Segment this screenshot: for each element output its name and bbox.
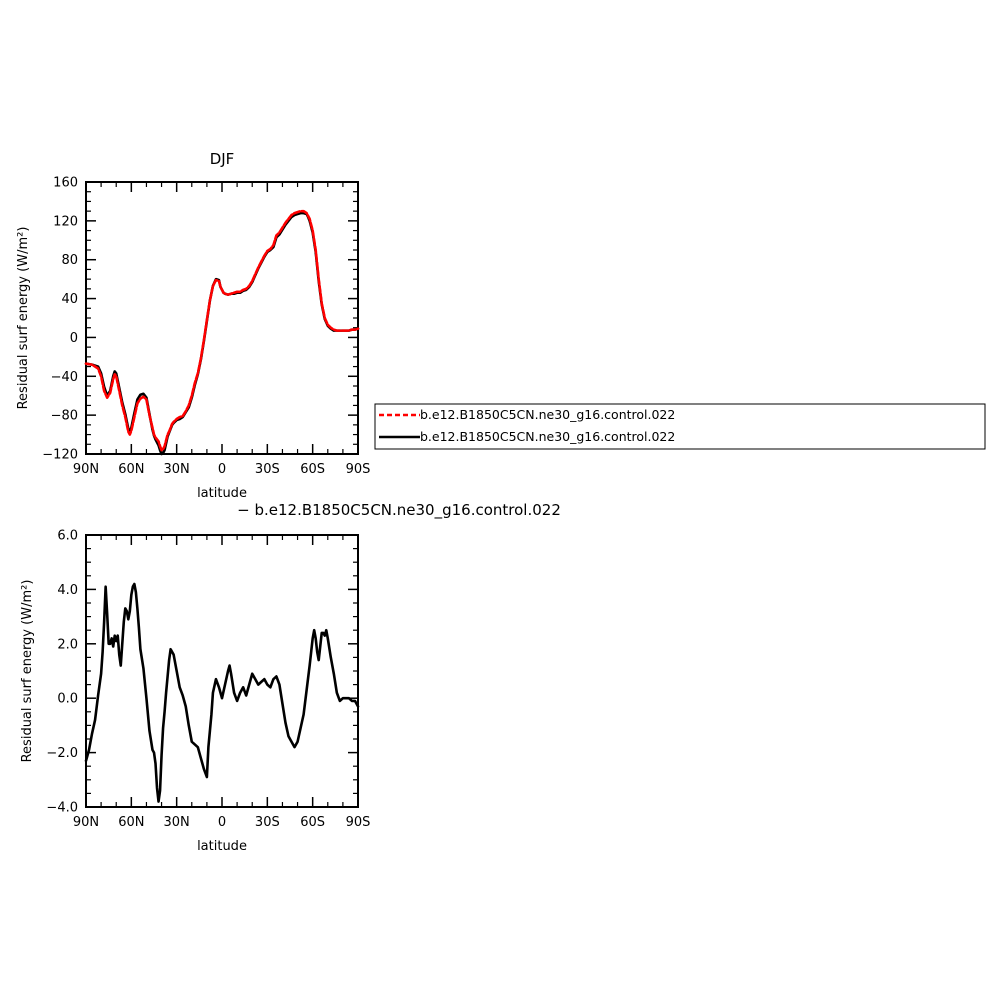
x-tick-label: 60S bbox=[300, 462, 325, 477]
bottom-axis-ticks bbox=[85, 534, 359, 808]
x-tick-label: 60S bbox=[300, 815, 325, 830]
top-series-group bbox=[84, 209, 360, 456]
bottom-x-axis-label: latitude bbox=[197, 839, 247, 854]
top-x-tick-labels: 90N 60N 30N 0 30S 60S 90S bbox=[73, 462, 371, 477]
y-tick-label: 40 bbox=[61, 292, 78, 307]
series-line-red-dashed bbox=[84, 209, 360, 452]
top-plot-frame bbox=[85, 181, 359, 455]
y-tick-label: 0.0 bbox=[57, 692, 78, 707]
x-tick-label: 30N bbox=[164, 815, 190, 830]
top-y-tick-labels: −120 −80 −40 0 40 80 120 160 bbox=[42, 176, 78, 463]
x-tick-label: 90S bbox=[346, 815, 371, 830]
y-tick-label: −4.0 bbox=[46, 801, 78, 816]
x-tick-label: 60N bbox=[118, 815, 144, 830]
x-tick-label: 0 bbox=[218, 462, 226, 477]
series-line-black-solid bbox=[84, 582, 360, 803]
legend-entry-label: b.e12.B1850C5CN.ne30_g16.control.022 bbox=[420, 407, 675, 422]
bottom-series-group bbox=[84, 582, 360, 803]
y-tick-label: −40 bbox=[51, 370, 78, 385]
y-tick-label: −120 bbox=[42, 448, 78, 463]
top-y-axis-label: Residual surf energy (W/m²) bbox=[16, 227, 31, 410]
top-chart-title: DJF bbox=[210, 150, 235, 168]
x-tick-label: 90N bbox=[73, 462, 99, 477]
top-chart: DJF 90N 60N 30N 0 30S 60S 90S −120 −80 −40 0 40 80 1… bbox=[16, 150, 370, 501]
bottom-plot-frame bbox=[85, 534, 359, 808]
x-tick-label: 60N bbox=[118, 462, 144, 477]
x-tick-label: 0 bbox=[218, 815, 226, 830]
bottom-chart: − b.e12.B1850C5CN.ne30_g16.control.022 9… bbox=[20, 501, 561, 854]
x-tick-label: 30S bbox=[255, 462, 280, 477]
y-tick-label: 120 bbox=[53, 214, 78, 229]
y-tick-label: 6.0 bbox=[57, 529, 78, 544]
series-line-black-solid bbox=[84, 211, 360, 456]
y-tick-label: 4.0 bbox=[57, 583, 78, 598]
x-tick-label: 90S bbox=[346, 462, 371, 477]
bottom-y-axis-label: Residual surf energy (W/m²) bbox=[20, 580, 35, 763]
y-tick-label: −2.0 bbox=[46, 746, 78, 761]
x-tick-label: 30S bbox=[255, 815, 280, 830]
bottom-chart-title: − b.e12.B1850C5CN.ne30_g16.control.022 bbox=[237, 501, 561, 520]
top-x-axis-label: latitude bbox=[197, 486, 247, 501]
y-tick-label: 80 bbox=[61, 253, 78, 268]
bottom-y-tick-labels: −4.0 −2.0 0.0 2.0 4.0 6.0 bbox=[46, 529, 78, 816]
x-tick-label: 30N bbox=[164, 462, 190, 477]
bottom-x-tick-labels: 90N 60N 30N 0 30S 60S 90S bbox=[73, 815, 371, 830]
legend-entry-label: b.e12.B1850C5CN.ne30_g16.control.022 bbox=[420, 429, 675, 444]
legend: b.e12.B1850C5CN.ne30_g16.control.022 b.e… bbox=[374, 403, 986, 450]
y-tick-label: 2.0 bbox=[57, 637, 78, 652]
y-tick-label: −80 bbox=[51, 409, 78, 424]
x-tick-label: 90N bbox=[73, 815, 99, 830]
top-axis-ticks bbox=[85, 181, 359, 455]
y-tick-label: 160 bbox=[53, 176, 78, 191]
y-tick-label: 0 bbox=[70, 331, 78, 346]
legend-box bbox=[374, 403, 986, 450]
